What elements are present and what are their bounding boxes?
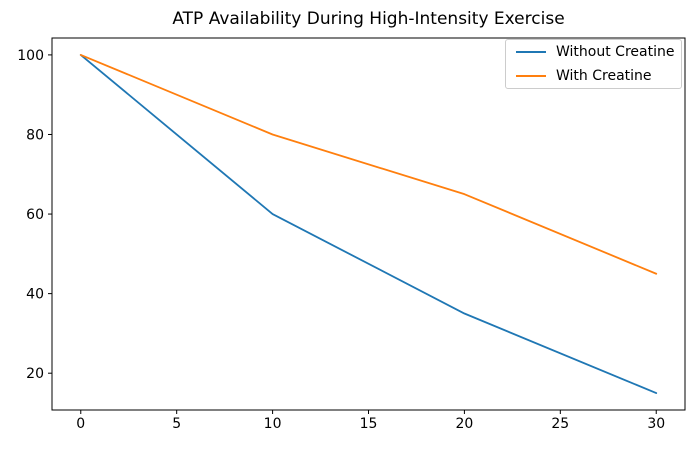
x-tick-label: 25 [551, 416, 569, 432]
x-tick-label: 0 [76, 416, 85, 432]
x-tick-label: 5 [172, 416, 181, 432]
y-tick-label: 20 [26, 366, 44, 382]
axes-frame [51, 37, 686, 411]
x-tick-label: 15 [360, 416, 378, 432]
chart-title: ATP Availability During High-Intensity E… [172, 9, 565, 29]
x-tick-label: 20 [455, 416, 473, 432]
y-tick-label: 40 [26, 287, 44, 303]
legend-item: Without Creatine [516, 40, 681, 64]
series-line-without-creatine [79, 54, 658, 394]
legend-item: With Creatine [516, 64, 681, 88]
series-line-with-creatine [79, 54, 658, 275]
legend-line-sample [516, 75, 546, 77]
legend-line-sample [516, 51, 546, 53]
y-tick-label: 80 [26, 127, 44, 143]
legend: Without Creatine With Creatine [505, 39, 682, 89]
legend-label: With Creatine [556, 68, 652, 84]
x-tick-label: 10 [264, 416, 282, 432]
x-tick-label: 30 [647, 416, 665, 432]
legend-label: Without Creatine [556, 44, 675, 60]
y-tick-label: 100 [17, 48, 44, 64]
y-tick-label: 60 [26, 207, 44, 223]
